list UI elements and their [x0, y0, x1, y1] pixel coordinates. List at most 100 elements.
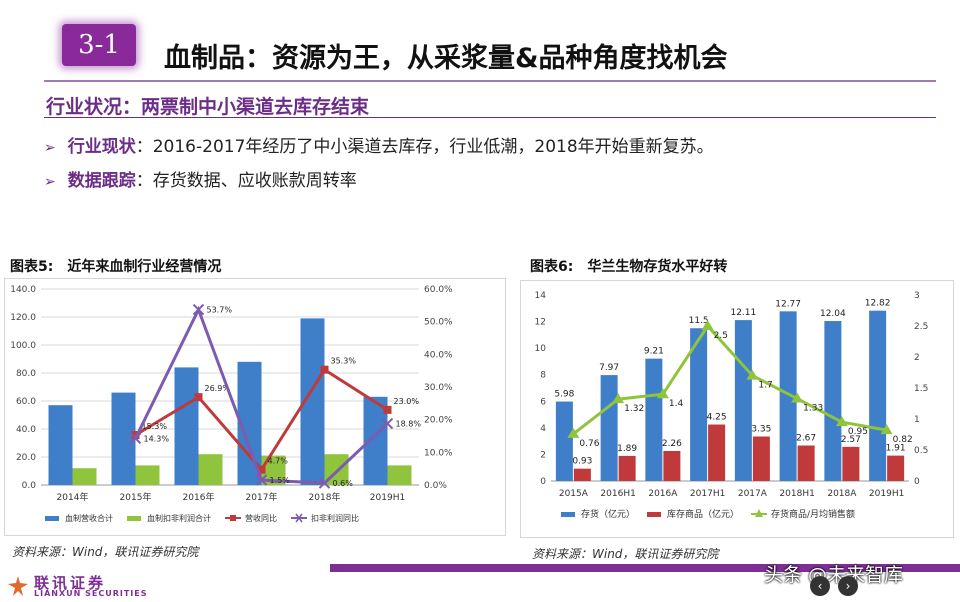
- line-marker: [835, 416, 848, 427]
- bullet-key: 数据跟踪: [67, 171, 136, 191]
- bar: [887, 455, 905, 481]
- line-marker: [194, 393, 203, 402]
- y2-axis-tick-label: 1.5: [914, 384, 928, 394]
- bar: [708, 424, 726, 481]
- logo-english-name: LIANXUN SECURITIES: [34, 589, 148, 598]
- bar-data-label: 12.77: [775, 299, 801, 309]
- y2-axis-tick-label: 50.0%: [424, 318, 453, 328]
- bar-data-label: 4.25: [707, 413, 727, 423]
- y2-axis-tick-label: 1: [914, 415, 920, 425]
- line-marker: [656, 388, 669, 399]
- line-data-label: 1.33: [803, 404, 823, 414]
- section-subtitle: 行业状况：两票制中小渠道去库存结束: [46, 96, 370, 118]
- y2-axis-tick-label: 0.5: [914, 446, 928, 456]
- line-data-label: 0.95: [848, 427, 868, 437]
- y2-axis-tick-label: 2: [914, 353, 920, 363]
- legend-label: 存货（亿元）: [581, 508, 635, 520]
- y2-axis-tick-label: 2.5: [914, 322, 928, 332]
- x-axis-category-label: 2018H1: [779, 489, 814, 499]
- bar-data-label: 2.67: [796, 434, 816, 444]
- bullet-separator: ：: [135, 137, 153, 157]
- line-data-label: 1.32: [624, 404, 644, 414]
- y-axis-tick-label: 100.0: [10, 341, 36, 351]
- y-axis-tick-label: 8: [540, 371, 546, 381]
- figure6-label: 图表6:: [530, 259, 574, 275]
- legend-label: 血制扣非利润合计: [147, 513, 211, 523]
- bar: [797, 445, 815, 481]
- chart2-frame: 0 2 4 6 8 10 12 14 0 0.5 1 1.5 2 2.5 3 5.98 7.97 9.21 11.5…: [520, 280, 954, 538]
- bullet-text: 存货数据、应收账款周转率: [152, 171, 357, 191]
- bar: [618, 455, 636, 481]
- bullet-data-tracking: ➢ 数据跟踪：存货数据、应收账款周转率: [44, 166, 357, 191]
- line-marker: [746, 369, 759, 380]
- figure5-source: 资料来源：Wind，联讯证券研究院: [12, 545, 199, 559]
- bar-data-label: 12.04: [820, 309, 846, 319]
- line-data-label: 4.7%: [268, 457, 289, 466]
- y-axis-tick-label: 140.0: [10, 285, 36, 295]
- line-data-label: 1.7: [758, 381, 772, 391]
- bar: [752, 436, 770, 481]
- x-axis-category-label: 2017A: [738, 489, 768, 499]
- bar-data-label: 3.35: [751, 424, 771, 434]
- y2-axis-tick-label: 0: [914, 477, 920, 487]
- line-data-label: 23.0%: [394, 397, 420, 406]
- x-axis-category-label: 2019H1: [869, 489, 904, 499]
- series-line: [572, 323, 887, 436]
- line-marker: [257, 465, 266, 474]
- x-axis-category-label: 2019H1: [370, 493, 405, 503]
- legend-swatch: [647, 512, 661, 517]
- bar: [555, 401, 573, 481]
- bar-data-label: 9.21: [644, 347, 664, 357]
- bar: [869, 310, 887, 481]
- title-divider: [44, 80, 936, 82]
- bar: [842, 446, 860, 481]
- bar-data-label: 0.93: [572, 457, 592, 467]
- y2-axis-tick-label: 10.0%: [424, 448, 453, 458]
- legend-label: 营收同比: [245, 513, 277, 523]
- bar-data-label: 12.11: [730, 308, 756, 318]
- bar-data-label: 1.89: [617, 444, 637, 454]
- line-marker: [567, 427, 580, 438]
- subtitle-divider: [44, 117, 936, 118]
- line-marker: [381, 417, 394, 430]
- line-marker: [612, 393, 625, 404]
- lianxun-logo-icon: [6, 574, 30, 598]
- y-axis-tick-label: 4: [540, 424, 546, 434]
- bullet-key: 行业现状: [67, 137, 136, 157]
- line-data-label: 0.76: [579, 439, 599, 449]
- section-number-badge: 3-1: [62, 24, 136, 66]
- legend-label: 存货商品/月均销售额: [771, 508, 855, 520]
- y2-axis-tick-label: 20.0%: [424, 416, 453, 426]
- x-axis-category-label: 2014年: [57, 491, 89, 503]
- y-axis-tick-label: 0.0: [22, 481, 37, 491]
- bullet-separator: ：: [135, 171, 153, 191]
- arrow-bullet-icon: ➢: [44, 174, 56, 190]
- y-axis-tick-label: 40.0: [16, 425, 36, 435]
- bar: [135, 465, 160, 485]
- line-data-label: 14.3%: [144, 434, 170, 443]
- bar-data-label: 2.57: [841, 435, 861, 445]
- line-marker: [880, 424, 893, 435]
- bar: [573, 468, 591, 481]
- bar: [600, 375, 618, 481]
- legend-swatch: [561, 512, 575, 517]
- x-axis-category-label: 2017H1: [690, 489, 725, 499]
- x-axis-category-label: 2017年: [246, 491, 278, 503]
- x-axis-category-label: 2015A: [559, 489, 589, 499]
- y-axis-tick-label: 20.0: [16, 453, 36, 463]
- y-axis-tick-label: 80.0: [16, 369, 36, 379]
- prev-page-button[interactable]: ‹: [810, 576, 830, 596]
- figure6-source: 资料来源：Wind，联讯证券研究院: [532, 547, 719, 561]
- y-axis-tick-label: 120.0: [10, 313, 36, 323]
- bar-data-label: 11.5: [689, 316, 709, 326]
- line-data-label: 2.5: [714, 331, 728, 341]
- y2-axis-tick-label: 40.0%: [424, 350, 453, 360]
- next-page-button[interactable]: ›: [838, 576, 858, 596]
- line-data-label: 18.8%: [396, 420, 422, 429]
- footer-bar: [330, 564, 960, 572]
- line-data-label: 26.9%: [205, 384, 231, 393]
- y-axis-tick-label: 6: [540, 397, 546, 407]
- arrow-bullet-icon: ➢: [44, 140, 56, 156]
- watermark-text: 头条 @未来智库: [764, 564, 904, 586]
- figure5-label: 图表5:: [10, 259, 54, 275]
